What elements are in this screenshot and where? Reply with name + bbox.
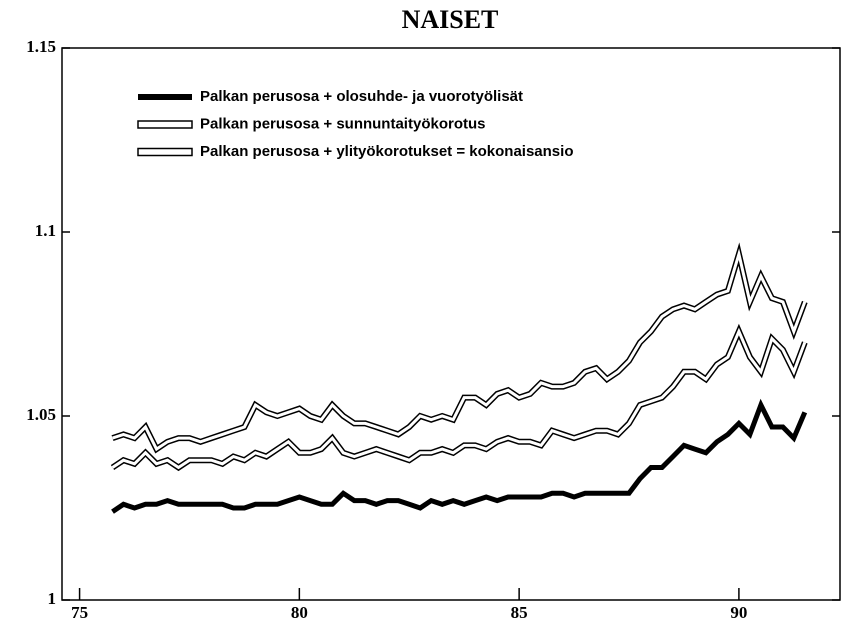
series-line-inner <box>112 248 807 452</box>
x-tick-label: 80 <box>291 603 308 622</box>
series-line <box>111 242 808 454</box>
legend-swatch <box>137 120 193 129</box>
y-tick-label: 1.1 <box>35 221 56 240</box>
legend-swatch <box>137 147 193 157</box>
y-tick-label: 1.05 <box>26 405 56 424</box>
legend-label: Palkan perusosa + ylityökorotukset = kok… <box>200 143 573 160</box>
x-tick-label: 85 <box>511 603 528 622</box>
legend-swatch <box>138 94 192 100</box>
chart-title: NAISET <box>402 5 499 34</box>
series-line <box>110 323 808 472</box>
plot-frame <box>61 47 841 601</box>
x-tick-label: 90 <box>730 603 747 622</box>
x-tick-label: 75 <box>71 603 88 622</box>
series-line-inner <box>111 327 807 470</box>
legend-label: Palkan perusosa + sunnuntaityökorotus <box>200 115 485 132</box>
series-line <box>111 398 808 514</box>
legend-label: Palkan perusosa + olosuhde- ja vuorotyöl… <box>200 88 523 105</box>
y-tick-label: 1.15 <box>26 37 56 56</box>
y-tick-label: 1 <box>48 589 57 608</box>
